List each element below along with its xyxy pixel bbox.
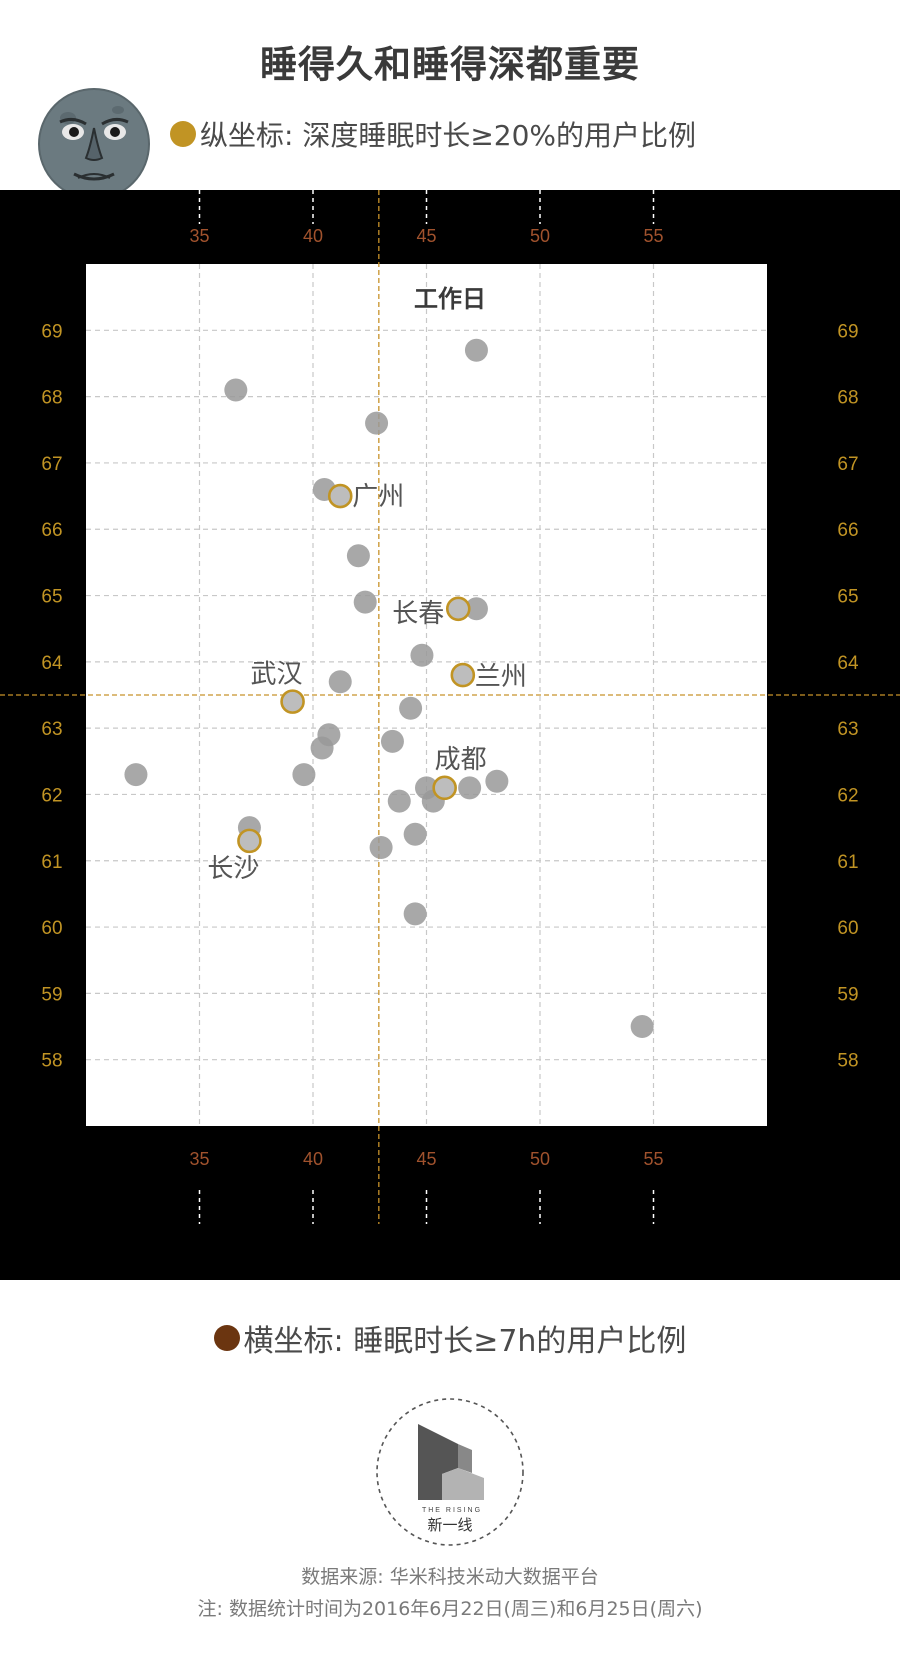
x-tick-label-bottom: 55 [643, 1149, 663, 1169]
x-tick-label-bottom: 35 [189, 1149, 209, 1169]
x-axis-legend: 横坐标: 睡眠时长≥7h的用户比例 [0, 1316, 900, 1360]
y-tick-label-left: 65 [41, 587, 62, 608]
highlighted-point [327, 483, 353, 509]
y-tick-label-left: 69 [41, 321, 62, 342]
data-point [630, 1015, 654, 1039]
x-legend-label: 横坐标: 睡眠时长≥7h的用户比例 [243, 1324, 687, 1359]
data-point [124, 763, 148, 787]
x-tick-label-top: 50 [530, 226, 550, 246]
x-tick-label-bottom: 40 [303, 1149, 323, 1169]
highlighted-point [445, 596, 471, 622]
city-label: 武汉 [251, 660, 303, 690]
y-tick-label-left: 63 [41, 719, 62, 740]
y-tick-label-right: 68 [837, 388, 858, 409]
chart-title: 工作日 [414, 285, 486, 313]
data-point [292, 763, 316, 787]
highlighted-point [237, 828, 262, 854]
y-tick-label-right: 58 [837, 1051, 858, 1072]
data-point [403, 822, 427, 846]
y-tick-label-left: 58 [41, 1051, 62, 1072]
data-point [380, 729, 404, 753]
y-tick-label-left: 68 [41, 388, 62, 409]
data-point [328, 670, 352, 694]
highlighted-point [280, 689, 305, 714]
data-point [365, 411, 389, 435]
x-tick-label-top: 45 [416, 226, 436, 246]
city-label: 长沙 [207, 854, 259, 884]
logo-cn-text: 新一线 [427, 1516, 472, 1534]
x-tick-label-top: 40 [303, 226, 323, 246]
city-label: 成都 [435, 745, 487, 775]
logo-en-text: THE RISING [422, 1507, 482, 1514]
y-tick-label-left: 64 [41, 653, 63, 674]
highlighted-point [432, 775, 457, 801]
y-tick-label-right: 66 [837, 520, 858, 541]
y-tick-label-left: 60 [41, 918, 62, 939]
y-tick-label-right: 64 [837, 653, 859, 674]
y-tick-label-left: 67 [41, 454, 62, 475]
data-note: 注: 数据统计时间为2016年6月22日(周三)和6月25日(周六) [197, 1598, 703, 1620]
scatter-chart: 35 35 40 40 45 45 50 50 55 55 58 58 59 59 60 60 61 61 62 62… [0, 190, 900, 1224]
the-rising-logo: THE RISING 新一线 [376, 1398, 524, 1546]
x-legend-marker [213, 1325, 240, 1351]
data-point [410, 643, 434, 667]
y-tick-label-left: 66 [41, 520, 62, 541]
city-label: 广州 [352, 482, 404, 512]
data-point [485, 769, 509, 793]
y-legend-label: 纵坐标: 深度睡眠时长≥20%的用户比例 [200, 119, 697, 152]
data-point [353, 590, 377, 614]
x-tick-label-top: 35 [189, 226, 209, 246]
moon-face-icon [38, 88, 150, 200]
x-tick-label-bottom: 50 [530, 1149, 550, 1169]
y-axis-legend: 纵坐标: 深度睡眠时长≥20%的用户比例 [170, 114, 696, 154]
data-point [224, 378, 248, 402]
data-point [387, 789, 411, 813]
y-tick-label-left: 62 [41, 785, 62, 806]
page-title: 睡得久和睡得深都重要 [260, 43, 640, 86]
y-tick-label-right: 61 [837, 852, 858, 873]
x-tick-label-top: 55 [643, 226, 663, 246]
data-point [310, 736, 334, 760]
data-point [403, 902, 427, 926]
data-point [399, 696, 423, 720]
y-tick-label-right: 67 [837, 454, 858, 475]
city-label: 长春 [392, 599, 444, 629]
y-tick-label-right: 62 [837, 785, 858, 806]
city-label: 兰州 [475, 662, 527, 692]
data-point [346, 544, 370, 568]
data-source: 数据来源: 华米科技米动大数据平台 [301, 1566, 599, 1588]
data-point [369, 836, 393, 860]
y-tick-label-right: 69 [837, 321, 858, 342]
y-tick-label-left: 61 [41, 852, 62, 873]
y-tick-label-right: 65 [837, 587, 858, 608]
data-point [458, 776, 482, 800]
y-tick-label-right: 60 [837, 918, 858, 939]
data-point [464, 338, 488, 362]
data-point [464, 597, 488, 621]
x-tick-label-bottom: 45 [416, 1149, 436, 1169]
y-tick-label-right: 59 [837, 984, 858, 1005]
y-tick-label-right: 63 [837, 719, 858, 740]
y-legend-marker [170, 121, 196, 147]
highlighted-point [450, 662, 476, 688]
y-tick-label-left: 59 [41, 984, 62, 1005]
